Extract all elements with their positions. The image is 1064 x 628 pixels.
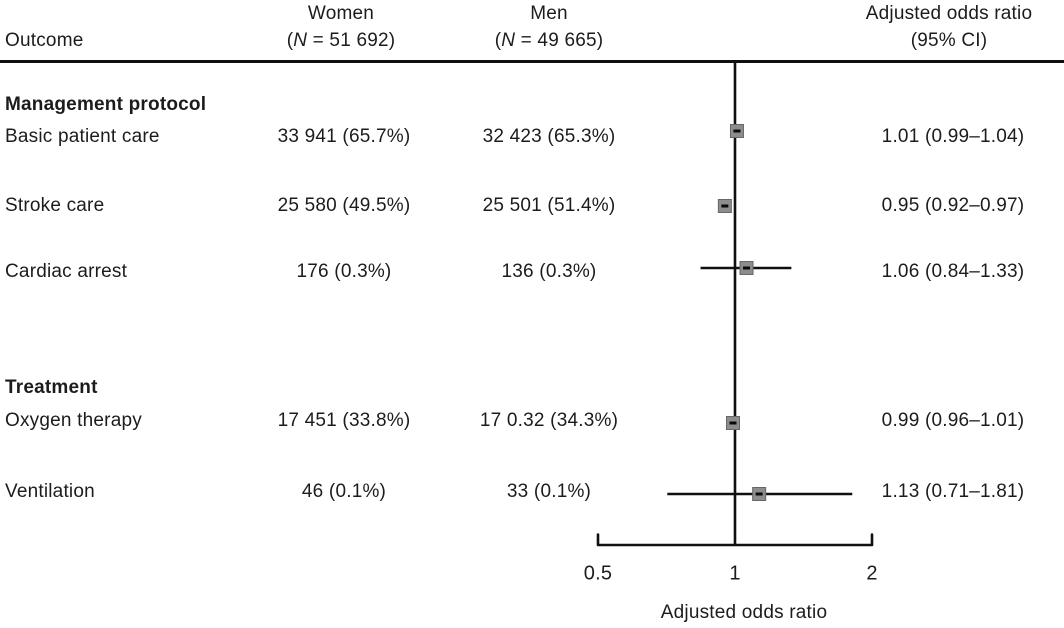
x-axis-tick-label: 1	[729, 562, 741, 585]
aor-value: 1.13 (0.71–1.81)	[881, 481, 1025, 502]
row-label: Ventilation	[5, 481, 95, 502]
men-value: 33 (0.1%)	[506, 481, 592, 502]
x-axis-tick-label: 0.5	[583, 562, 613, 585]
women-value: 46 (0.1%)	[301, 481, 387, 502]
men-value: 32 423 (65.3%)	[482, 126, 616, 147]
aor-column-header: Adjusted odds ratio (95% CI)	[866, 0, 1032, 54]
men-value: 17 0.32 (34.3%)	[479, 410, 619, 431]
aor-value: 1.01 (0.99–1.04)	[881, 126, 1025, 147]
aor-value: 0.95 (0.92–0.97)	[881, 195, 1025, 216]
aor-value: 0.99 (0.96–1.01)	[881, 410, 1025, 431]
row-label: Basic patient care	[5, 126, 160, 147]
row-label: Oxygen therapy	[5, 410, 142, 431]
outcome-column-header: Outcome	[5, 30, 84, 51]
group-row-label: Management protocol	[5, 94, 207, 115]
or-marker-dash	[743, 266, 751, 270]
group-row-label: Treatment	[5, 377, 98, 398]
row-label: Cardiac arrest	[5, 261, 128, 282]
or-marker-dash	[755, 492, 763, 496]
aor-column-label-line1: Adjusted odds ratio	[865, 3, 1033, 24]
men-column-n: (N = 49 665)	[494, 30, 604, 51]
x-axis-label: Adjusted odds ratio	[660, 602, 828, 623]
men-column-header: Men (N = 49 665)	[495, 0, 604, 54]
aor-column-label-line2: (95% CI)	[910, 30, 988, 51]
men-column-label: Men	[530, 3, 568, 24]
men-value: 25 501 (51.4%)	[482, 195, 616, 216]
or-marker-dash	[729, 421, 737, 425]
women-column-header: Women (N = 51 692)	[287, 0, 396, 54]
or-marker-dash	[721, 204, 729, 208]
women-value: 25 580 (49.5%)	[277, 195, 411, 216]
header-rule	[0, 60, 1064, 63]
x-axis-tick-label: 2	[866, 562, 878, 585]
aor-value: 1.06 (0.84–1.33)	[881, 261, 1025, 282]
women-value: 33 941 (65.7%)	[277, 126, 411, 147]
women-column-label: Women	[307, 3, 375, 24]
men-value: 136 (0.3%)	[501, 261, 597, 282]
women-column-n: (N = 51 692)	[286, 30, 396, 51]
row-label: Stroke care	[5, 195, 105, 216]
women-value: 17 451 (33.8%)	[277, 410, 411, 431]
or-marker-dash	[733, 129, 741, 133]
women-value: 176 (0.3%)	[296, 261, 392, 282]
x-axis	[596, 533, 874, 547]
